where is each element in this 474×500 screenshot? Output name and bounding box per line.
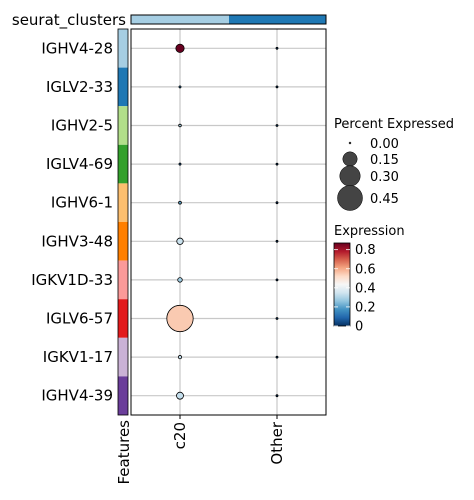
color-legend-label: 0 bbox=[355, 320, 363, 335]
y-tick-label: IGKV1-17 bbox=[43, 348, 113, 366]
panel-border bbox=[130, 28, 327, 416]
x-tick-label: c20 bbox=[171, 422, 189, 449]
y-tick-label: IGLV2-33 bbox=[46, 78, 113, 96]
size-legend-dot bbox=[337, 185, 363, 211]
cluster-bar-segment-other bbox=[229, 15, 326, 24]
cluster-bar-segment-c20 bbox=[131, 15, 229, 24]
dot-c20-IGLV4-69 bbox=[178, 162, 182, 166]
cluster-bar-label: seurat_clusters bbox=[12, 11, 126, 30]
dot-c20-IGHV2-5 bbox=[178, 123, 182, 128]
dot-c20-IGHV6-1 bbox=[178, 200, 182, 205]
size-legend: Percent Expressed 0.000.15 0.30 0.45 bbox=[334, 117, 454, 211]
y-tick-label: IGHV6-1 bbox=[51, 194, 113, 212]
features-axis-label: Features bbox=[115, 420, 133, 485]
size-legend-label: 0.00 bbox=[370, 137, 399, 152]
size-legend-title: Percent Expressed bbox=[334, 117, 454, 132]
feature-strip-cell bbox=[118, 337, 128, 377]
y-tick-label: IGLV6-57 bbox=[46, 310, 113, 328]
dot-Other-IGHV3-48 bbox=[275, 239, 279, 243]
y-tick-label: IGHV4-28 bbox=[41, 39, 113, 57]
size-legend-dot bbox=[342, 151, 358, 167]
y-tick-label: IGHV2-5 bbox=[51, 117, 113, 135]
size-legend-label: 0.45 bbox=[370, 192, 399, 207]
x-axis: c20 Other bbox=[171, 415, 286, 465]
y-tick-label: IGLV4-69 bbox=[46, 155, 113, 173]
color-legend-bar bbox=[333, 242, 351, 327]
dot-Other-IGHV6-1 bbox=[275, 201, 279, 205]
plot-panel bbox=[130, 28, 327, 416]
y-axis-labels: IGHV4-28 IGLV2-33 IGHV2-5 IGLV4-69 IGHV6-1 IG… bbox=[31, 39, 113, 404]
feature-strip-cell bbox=[118, 376, 128, 415]
dot-Other-IGHV2-5 bbox=[275, 124, 279, 127]
color-legend-label: 0.4 bbox=[355, 281, 376, 296]
size-legend-label: 0.15 bbox=[370, 153, 399, 168]
color-legend-label: 0.6 bbox=[355, 262, 376, 277]
cluster-bar bbox=[130, 14, 327, 25]
dot-c20-IGHV4-28 bbox=[175, 43, 185, 53]
dot-c20-IGKV1-17 bbox=[177, 355, 183, 360]
cluster-bar-border bbox=[130, 14, 327, 25]
size-legend-label: 0.30 bbox=[370, 170, 399, 185]
dot-Other-IGKV1-17 bbox=[275, 355, 279, 359]
color-legend: Expression 0 0.2 0.4 0.6 0.8 bbox=[333, 224, 405, 335]
dot-Other-IGHV4-39 bbox=[275, 394, 279, 398]
feature-strip bbox=[117, 28, 129, 416]
feature-strip-cell bbox=[118, 299, 128, 338]
feature-strip-cell bbox=[118, 183, 128, 222]
size-legend-dot bbox=[348, 141, 352, 145]
grid-lines bbox=[131, 29, 326, 415]
color-legend-label: 0.2 bbox=[355, 300, 376, 315]
dot-c20-IGHV3-48 bbox=[176, 237, 184, 245]
dot-c20-IGLV6-57 bbox=[166, 304, 194, 333]
feature-strip-cell bbox=[118, 29, 128, 68]
feature-strip-cell bbox=[118, 144, 128, 184]
feature-strip-cell bbox=[118, 222, 128, 261]
dot-Other-IGLV2-33 bbox=[275, 85, 279, 89]
y-tick-label: IGHV4-39 bbox=[41, 387, 113, 405]
y-tick-label: IGHV3-48 bbox=[41, 232, 113, 250]
size-legend-dot bbox=[339, 165, 361, 187]
y-tick-label: IGKV1D-33 bbox=[31, 271, 113, 289]
dot-Other-IGLV6-57 bbox=[275, 317, 279, 320]
color-legend-label: 0.8 bbox=[355, 243, 376, 258]
dot-c20-IGKV1D-33 bbox=[177, 277, 183, 283]
feature-strip-cell bbox=[118, 67, 128, 107]
dot-Other-IGLV4-69 bbox=[275, 162, 279, 166]
dot-Other-IGHV4-28 bbox=[275, 46, 279, 50]
feature-strip-cell bbox=[118, 106, 128, 145]
dot-Other-IGKV1D-33 bbox=[275, 278, 279, 282]
feature-strip-cell bbox=[118, 260, 128, 300]
dot-c20-IGLV2-33 bbox=[178, 85, 182, 89]
dots bbox=[166, 43, 279, 400]
dot-c20-IGHV4-39 bbox=[176, 391, 184, 400]
color-legend-title: Expression bbox=[334, 224, 405, 239]
feature-strip-border bbox=[117, 28, 129, 416]
x-tick-label: Other bbox=[268, 421, 286, 464]
